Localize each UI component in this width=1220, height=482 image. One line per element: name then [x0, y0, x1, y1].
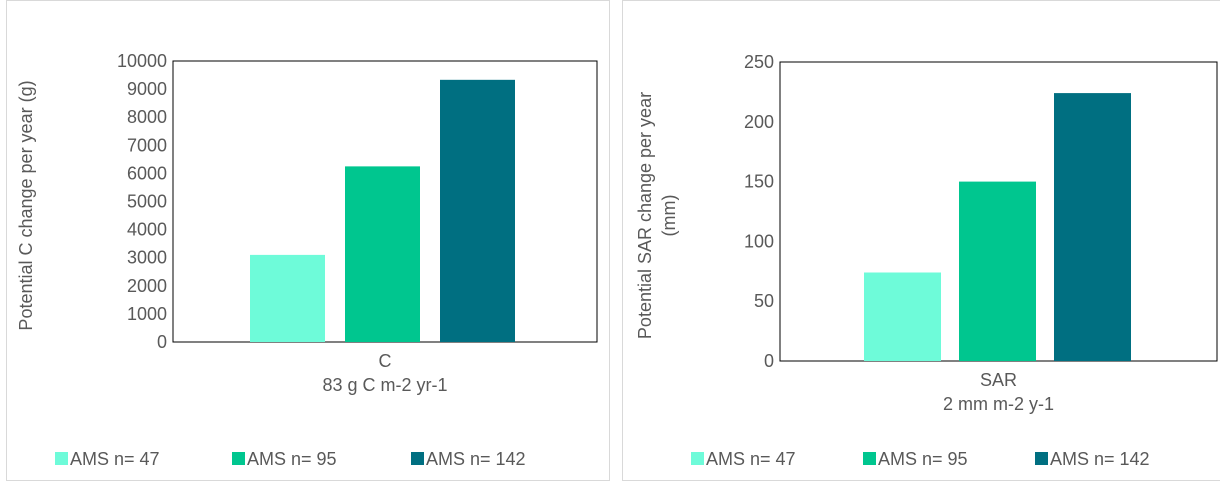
legend-swatch — [863, 452, 876, 465]
y-axis-label-line: (mm) — [659, 195, 679, 237]
y-tick-label: 7000 — [127, 135, 167, 155]
legend-swatch — [1035, 452, 1048, 465]
legend-swatch — [232, 452, 245, 465]
category-label: C — [379, 351, 392, 371]
y-tick-label: 2000 — [127, 276, 167, 296]
category-sublabel: 83 g C m-2 yr-1 — [322, 375, 447, 395]
legend-entry: AMS n= 142 — [1050, 449, 1150, 469]
y-axis-label-line: Potential SAR change per year — [635, 92, 655, 339]
y-tick-label: 3000 — [127, 248, 167, 268]
y-tick-label: 9000 — [127, 79, 167, 99]
legend-swatch — [691, 452, 704, 465]
bar-ams-n-142 — [440, 80, 515, 342]
y-tick-label: 200 — [744, 112, 774, 132]
sar-chart-svg: 0 50 100 150 200 250 SAR 2 mm m-2 y-1 Potential … — [623, 1, 1220, 482]
legend-swatch — [55, 452, 68, 465]
legend-entry: AMS n= 95 — [878, 449, 968, 469]
bar-ams-n-47 — [864, 272, 941, 361]
bar-ams-n-47 — [250, 255, 325, 342]
y-tick-label: 50 — [754, 291, 774, 311]
legend-entry: AMS n= 142 — [426, 449, 526, 469]
bar-ams-n-142 — [1054, 93, 1131, 361]
carbon-chart-svg: 0 1000 2000 3000 4000 5000 6000 7000 8000 9000 100… — [7, 1, 611, 482]
legend-entry: AMS n= 47 — [706, 449, 796, 469]
y-tick-label: 8000 — [127, 107, 167, 127]
chart-panel-sar: 0 50 100 150 200 250 SAR 2 mm m-2 y-1 Potential … — [622, 0, 1220, 481]
y-tick-label: 6000 — [127, 163, 167, 183]
y-tick-label: 0 — [764, 351, 774, 371]
y-axis-label: Potential C change per year (g) — [16, 80, 36, 330]
chart-panel-carbon: 0 1000 2000 3000 4000 5000 6000 7000 8000 9000 100… — [6, 0, 610, 481]
y-tick-label: 0 — [157, 332, 167, 352]
bar-ams-n-95 — [345, 166, 420, 342]
y-tick-label: 5000 — [127, 192, 167, 212]
y-tick-label: 150 — [744, 172, 774, 192]
legend-entry: AMS n= 95 — [247, 449, 337, 469]
bar-ams-n-95 — [959, 182, 1036, 361]
legend-swatch — [411, 452, 424, 465]
y-tick-label: 1000 — [127, 304, 167, 324]
category-label: SAR — [980, 370, 1017, 390]
category-sublabel: 2 mm m-2 y-1 — [943, 394, 1054, 414]
legend-entry: AMS n= 47 — [70, 449, 160, 469]
y-tick-label: 10000 — [117, 51, 167, 71]
y-tick-label: 100 — [744, 231, 774, 251]
y-tick-label: 250 — [744, 52, 774, 72]
y-tick-label: 4000 — [127, 220, 167, 240]
